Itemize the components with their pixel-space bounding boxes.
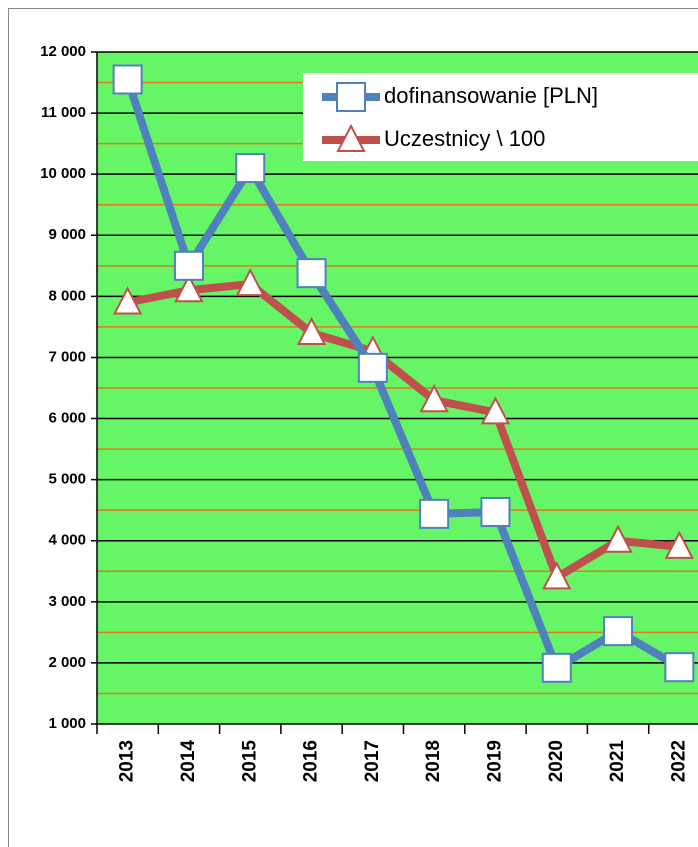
x-tick-label: 2018	[423, 740, 444, 782]
marker-triangle	[113, 286, 143, 315]
marker-square	[664, 652, 695, 683]
marker-triangle	[296, 316, 327, 346]
y-tick-label: 5 000	[48, 471, 86, 488]
marker-triangle	[174, 274, 204, 303]
marker-square	[336, 82, 366, 112]
marker-triangle	[664, 530, 694, 559]
series-line	[123, 78, 682, 672]
marker-square	[419, 498, 450, 529]
x-tick-label: 2021	[607, 740, 628, 783]
marker-triangle	[235, 267, 265, 297]
y-tick-label: 7 000	[48, 348, 86, 365]
marker-triangle	[603, 524, 633, 553]
y-tick-label: 2 000	[48, 654, 86, 671]
marker-triangle	[542, 561, 572, 590]
marker-square	[235, 153, 266, 184]
y-tick-label: 4 000	[48, 532, 86, 549]
y-tick-label: 11 000	[41, 104, 86, 121]
marker-square	[603, 616, 634, 647]
y-tick-label: 8 000	[48, 287, 86, 304]
marker-square	[173, 250, 204, 281]
marker-square	[357, 352, 388, 383]
marker-triangle	[419, 384, 449, 413]
x-tick-label: 2016	[301, 740, 322, 782]
marker-triangle	[480, 396, 511, 425]
legend-label: Uczestnicy \ 100	[384, 126, 545, 151]
y-tick-label: 9 000	[48, 226, 86, 243]
series-line	[126, 280, 680, 582]
x-tick-label: 2014	[178, 740, 199, 783]
x-tick-label: 2013	[117, 740, 138, 782]
marker-square	[112, 64, 143, 95]
legend-label: dofinansowanie [PLN]	[384, 83, 598, 108]
marker-square	[541, 652, 572, 683]
y-tick-label: 1 000	[48, 715, 86, 732]
x-tick-label: 2022	[668, 740, 689, 782]
x-tick-label: 2017	[362, 740, 383, 782]
marker-square	[296, 258, 327, 289]
y-tick-label: 12 000	[40, 43, 86, 60]
x-tick-label: 2019	[484, 740, 505, 782]
marker-square	[480, 497, 511, 528]
y-tick-label: 10 000	[40, 165, 86, 182]
marker-triangle	[336, 123, 366, 152]
x-tick-label: 2015	[239, 740, 260, 783]
legend-box	[303, 73, 698, 161]
y-tick-label: 6 000	[48, 410, 86, 427]
x-tick-label: 2020	[546, 740, 567, 782]
y-tick-label: 3 000	[48, 593, 86, 610]
